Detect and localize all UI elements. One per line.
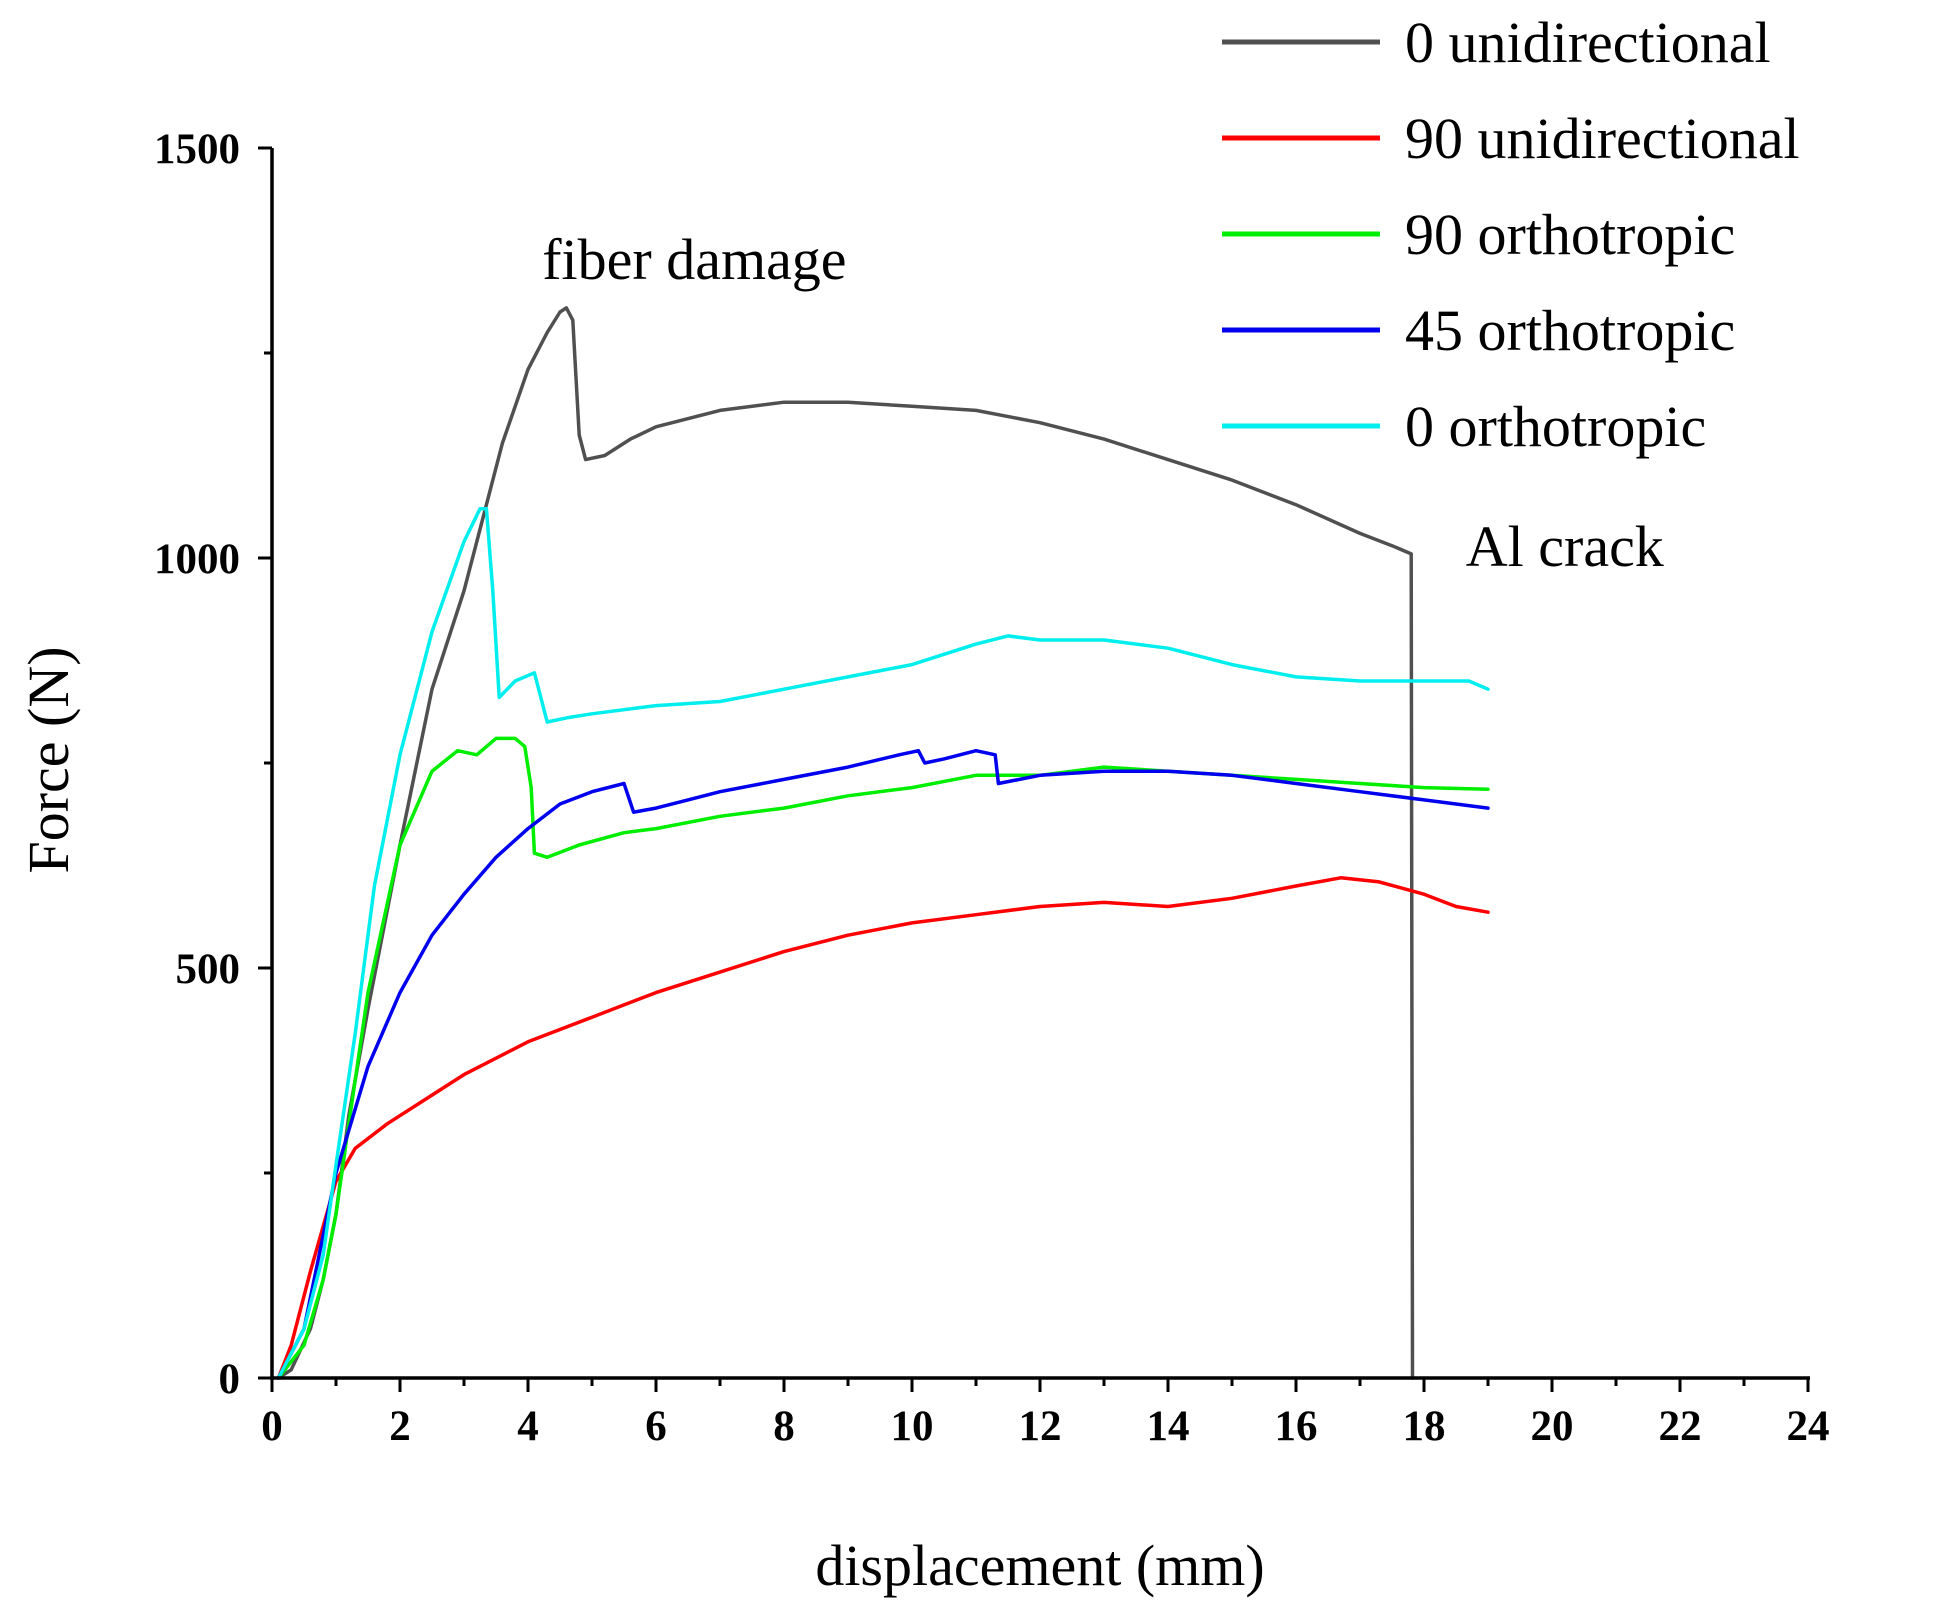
annotation-label: fiber damage	[542, 227, 846, 292]
legend-label: 45 orthotropic	[1405, 298, 1735, 363]
annotations-layer: fiber damage Al crack	[542, 227, 1664, 579]
legend-label: 0 unidirectional	[1405, 10, 1771, 75]
x-tick-label: 14	[1147, 1403, 1190, 1450]
x-axis-title: displacement (mm)	[815, 1533, 1264, 1598]
legend-label: 90 orthotropic	[1405, 202, 1735, 267]
y-tick-label: 1000	[154, 536, 240, 583]
series-line-90-orthotropic	[276, 736, 1490, 1380]
series-layer	[276, 306, 1490, 1380]
annotation-label: Al crack	[1466, 514, 1664, 579]
x-tick-label: 18	[1403, 1403, 1446, 1450]
y-axis-title: Force (N)	[16, 646, 81, 873]
x-tick-label: 8	[773, 1403, 795, 1450]
x-tick-label: 16	[1275, 1403, 1318, 1450]
y-tick-label: 0	[219, 1356, 241, 1403]
x-tick-label: 0	[261, 1403, 283, 1450]
series-line-0-orthotropic	[276, 507, 1490, 1380]
x-tick-label: 6	[645, 1403, 667, 1450]
x-tick-label: 22	[1659, 1403, 1702, 1450]
x-tick-label: 2	[389, 1403, 411, 1450]
series-line-0-unidirectional	[276, 306, 1415, 1380]
y-tick-label: 500	[176, 946, 241, 993]
series-line-45-orthotropic	[276, 748, 1490, 1380]
legend-label: 90 unidirectional	[1405, 106, 1800, 171]
x-tick-label: 20	[1531, 1403, 1574, 1450]
series-line-90-unidirectional	[276, 876, 1490, 1380]
x-tick-label: 24	[1787, 1403, 1830, 1450]
x-tick-label: 4	[517, 1403, 539, 1450]
legend: 0 unidirectional 90 unidirectional 90 orth…	[1222, 10, 1800, 459]
y-tick-label: 1500	[154, 126, 240, 173]
x-tick-label: 12	[1019, 1403, 1062, 1450]
legend-label: 0 orthotropic	[1405, 394, 1706, 459]
x-tick-label: 10	[891, 1403, 934, 1450]
